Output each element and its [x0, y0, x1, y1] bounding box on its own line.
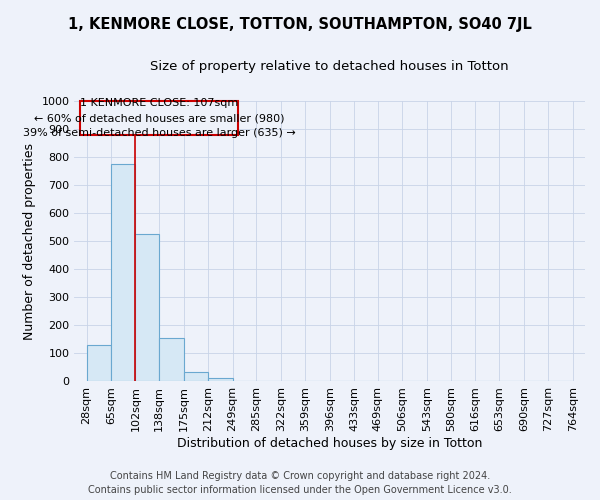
FancyBboxPatch shape	[80, 102, 238, 135]
Title: Size of property relative to detached houses in Totton: Size of property relative to detached ho…	[151, 60, 509, 73]
X-axis label: Distribution of detached houses by size in Totton: Distribution of detached houses by size …	[177, 437, 482, 450]
Text: 1, KENMORE CLOSE, TOTTON, SOUTHAMPTON, SO40 7JL: 1, KENMORE CLOSE, TOTTON, SOUTHAMPTON, S…	[68, 18, 532, 32]
Text: 1 KENMORE CLOSE: 107sqm
← 60% of detached houses are smaller (980)
39% of semi-d: 1 KENMORE CLOSE: 107sqm ← 60% of detache…	[23, 98, 295, 138]
Bar	[86, 345, 111, 382]
Bar	[111, 164, 136, 382]
Bar	[184, 372, 208, 382]
Bar	[208, 378, 233, 382]
Y-axis label: Number of detached properties: Number of detached properties	[23, 142, 36, 340]
Text: Contains HM Land Registry data © Crown copyright and database right 2024.
Contai: Contains HM Land Registry data © Crown c…	[88, 471, 512, 495]
Bar	[233, 380, 256, 382]
Bar	[159, 338, 184, 382]
Bar	[136, 234, 159, 382]
